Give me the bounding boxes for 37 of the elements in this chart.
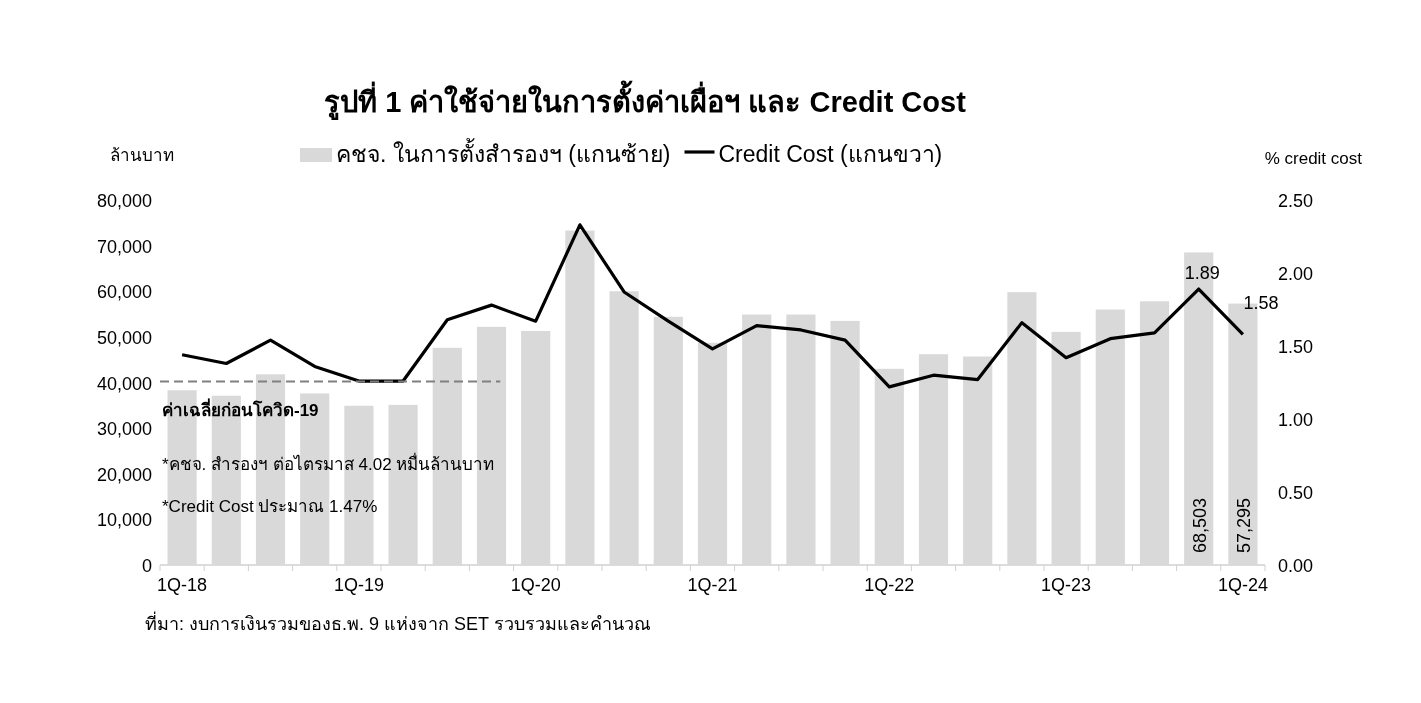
x-tick-label: 1Q-20 (510, 575, 561, 595)
y2-tick-label: 1.00 (1278, 410, 1314, 430)
y2-axis-title: % credit cost (1264, 149, 1363, 168)
annotation: *คชจ. สำรองฯ ต่อไตรมาส 4.02 หมื่นล้านบาท (162, 452, 495, 474)
annotation: *Credit Cost ประมาณ 1.47% (162, 497, 378, 516)
x-tick-label: 1Q-23 (1041, 575, 1092, 595)
y-tick-label: 20,000 (96, 464, 152, 485)
x-tick-label: 1Q-24 (1217, 575, 1268, 595)
legend-label: Credit Cost (แกนขวา) (718, 141, 943, 167)
y-tick-label: 0 (141, 556, 152, 576)
text: ที่มา: งบการเงินรวมของธ.พ. 9 แห่งจาก SET รวบรวมและคำนวณ (145, 611, 651, 634)
x-tick-label: 1Q-22 (864, 575, 915, 595)
y2-tick-label: 0.50 (1278, 483, 1314, 503)
y2-tick-label: 2.00 (1278, 264, 1314, 284)
x-tick-label: 1Q-18 (157, 575, 208, 595)
chart-title: รูปที่ 1 ค่าใช้จ่ายในการตั้งค่าเผื่อฯ และ Credit Cost (324, 80, 967, 120)
y-tick-label: 10,000 (96, 510, 152, 531)
y-tick-label: 60,000 (96, 282, 152, 303)
y2-tick-label: 2.50 (1278, 191, 1314, 211)
x-tick-label: 1Q-19 (333, 575, 384, 595)
y-tick-label: 50,000 (96, 327, 152, 348)
y-tick-label: 30,000 (96, 419, 152, 440)
ref-line-label: ค่าเฉลี่ยก่อนโควิด-19 (162, 397, 319, 420)
line-series (180, 223, 1245, 389)
y-tick-label: 70,000 (96, 236, 152, 257)
data-label: 57,295 (1233, 497, 1254, 553)
data-label: 1.58 (1243, 293, 1279, 314)
y2-tick-label: 0.00 (1278, 556, 1314, 576)
legend-label: คชจ. ในการตั้งสำรองฯ (แกนซ้าย) (336, 138, 671, 167)
data-label: 1.89 (1184, 263, 1220, 284)
x-tick-label: 1Q-21 (687, 575, 738, 595)
data-label: 68,503 (1189, 497, 1210, 553)
ref-line: ค่าเฉลี่ยก่อนโควิด-19 (159, 380, 502, 420)
y-tick-label: 80,000 (96, 191, 152, 211)
y-tick-label: 40,000 (96, 373, 152, 394)
y2-tick-label: 1.50 (1278, 337, 1314, 357)
y-axis-title: ล้านบาท (110, 146, 174, 165)
